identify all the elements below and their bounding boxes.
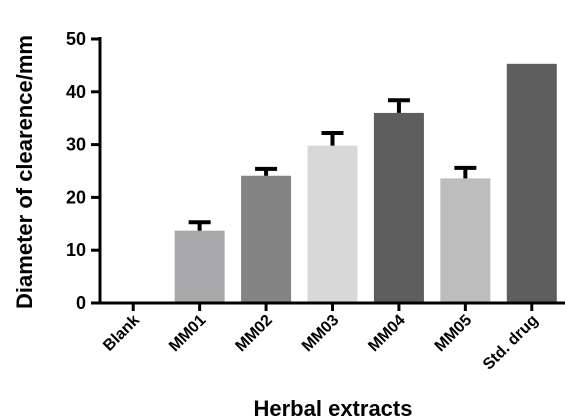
y-axis-title: Diameter of clearence/mm [12, 35, 37, 309]
x-axis-title: Herbal extracts [254, 396, 413, 420]
x-axis: Blank MM01 MM02 MM03 MM04 MM05 Std. drug [98, 301, 565, 374]
y-tick-label-10: 10 [66, 240, 86, 260]
y-tick-label-50: 50 [66, 29, 86, 49]
bar-mm03 [307, 145, 358, 303]
bar-std-drug [506, 63, 557, 303]
bar-mm01 [174, 230, 225, 303]
x-tick-label-std-drug: Std. drug [480, 312, 542, 374]
bar-mm02 [241, 175, 292, 303]
x-tick-label-mm05: MM05 [432, 312, 476, 356]
bars-group [174, 63, 557, 303]
x-tick-label-mm04: MM04 [365, 312, 409, 356]
bar-mm05 [440, 178, 491, 303]
bar-mm04 [373, 112, 424, 303]
y-tick-label-40: 40 [66, 82, 86, 102]
y-tick-label-0: 0 [76, 293, 86, 313]
y-tick-label-20: 20 [66, 187, 86, 207]
x-tick-label-mm02: MM02 [232, 312, 276, 356]
y-axis: 0 10 20 30 40 50 [66, 29, 102, 313]
x-tick-label-mm03: MM03 [299, 312, 343, 356]
x-tick-label-blank: Blank [100, 312, 143, 355]
y-tick-label-30: 30 [66, 135, 86, 155]
x-tick-label-mm01: MM01 [166, 312, 210, 356]
error-bars-group [188, 98, 477, 231]
